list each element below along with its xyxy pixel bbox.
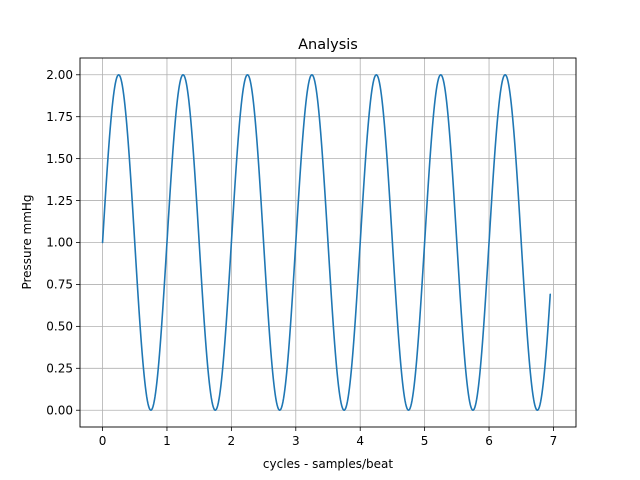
y-tick-label: 1.00 — [46, 236, 73, 250]
x-axis-ticks: 0 1 2 3 4 5 6 7 — [99, 427, 558, 448]
x-tick-label: 3 — [292, 434, 300, 448]
y-tick-label: 1.75 — [46, 110, 73, 124]
x-tick-label: 1 — [163, 434, 171, 448]
y-tick-label: 0.75 — [46, 278, 73, 292]
series-line — [101, 73, 552, 412]
x-axis-label: cycles - samples/beat — [263, 457, 394, 471]
x-tick-label: 4 — [356, 434, 364, 448]
y-axis-label: Pressure mmHg — [20, 194, 34, 289]
y-tick-label: 1.50 — [46, 152, 73, 166]
chart-title: Analysis — [298, 37, 358, 53]
x-tick-label: 5 — [421, 434, 429, 448]
y-tick-label: 0.25 — [46, 361, 73, 375]
y-tick-label: 0.00 — [46, 403, 73, 417]
x-tick-label: 2 — [228, 434, 236, 448]
y-tick-label: 2.00 — [46, 68, 73, 82]
y-tick-label: 0.50 — [46, 320, 73, 334]
y-axis-ticks: 0.00 0.25 0.50 0.75 1.00 1.25 1.50 1.75 2.00 — [46, 68, 80, 417]
y-tick-label: 1.25 — [46, 194, 73, 208]
x-tick-label: 6 — [485, 434, 493, 448]
x-tick-label: 0 — [99, 434, 107, 448]
x-tick-label: 7 — [550, 434, 558, 448]
